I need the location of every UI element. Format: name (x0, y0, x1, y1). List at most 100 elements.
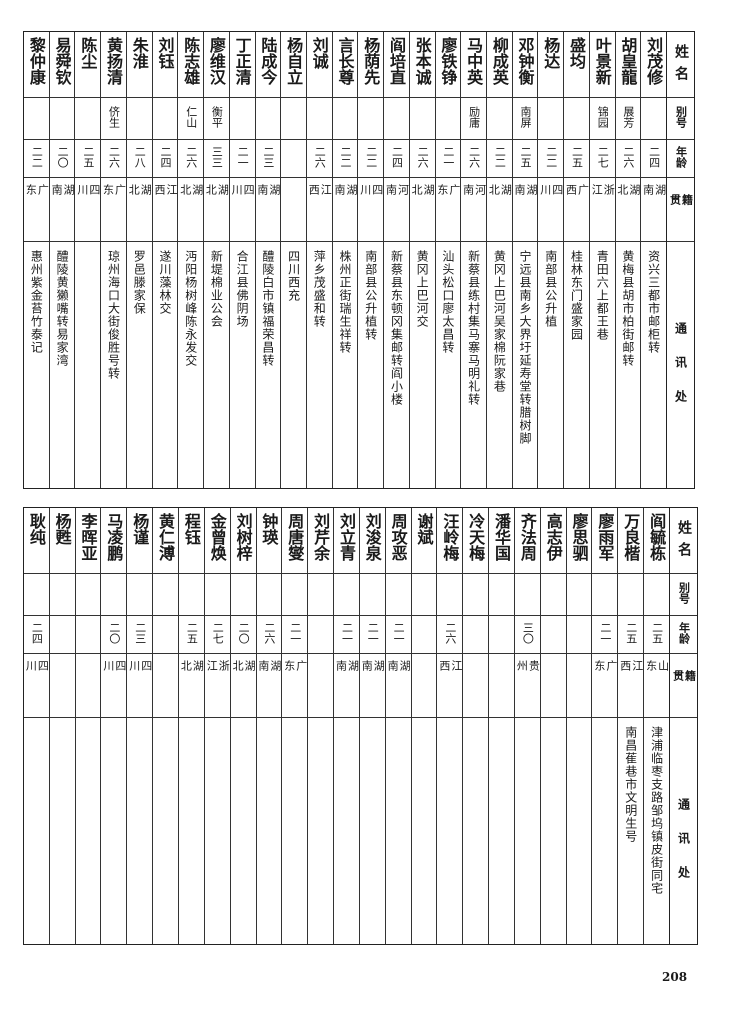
address-cell: 新蔡县练村集马寨马明礼转 (461, 242, 486, 488)
alias-cell (75, 574, 101, 616)
name-text: 刘茂修 (644, 37, 664, 85)
name-text: 刘浚泉 (362, 513, 382, 561)
native-cell: 山东 (644, 654, 669, 718)
native-cell: 浙江 (204, 654, 230, 718)
name-cell: 马中英 (461, 32, 486, 98)
native-text: 广东 (592, 660, 618, 693)
name-cell: 刘立青 (334, 508, 359, 574)
age-cell (281, 140, 306, 178)
native-text: 江西 (437, 660, 463, 693)
name-text: 阎培直 (386, 37, 406, 85)
age-text: 二二 (544, 146, 558, 168)
native-cell: 湖南 (332, 178, 358, 242)
address-text: 新堤棉业公会 (209, 250, 224, 328)
native-text: 湖南 (256, 660, 282, 693)
alias-text: 励庸 (467, 106, 481, 128)
age-cell: 二六 (256, 616, 282, 654)
name-text: 冷天梅 (466, 513, 486, 561)
address-text: 合江县佛阴场 (235, 250, 250, 328)
name-cell: 陈尘 (75, 32, 101, 98)
age-cell: 二三 (255, 140, 281, 178)
native-cell (49, 654, 75, 718)
person-column: 陈尘 二五 四川 (74, 32, 101, 488)
native-text: 湖北 (127, 184, 152, 217)
native-cell (75, 654, 101, 718)
native-text: 广西 (564, 184, 589, 217)
person-column: 刘立青 二一 湖南 (333, 508, 359, 944)
name-text: 陆成今 (258, 37, 278, 85)
alias-text: 侪生 (107, 106, 121, 128)
alias-cell (256, 574, 282, 616)
alias-cell (126, 98, 152, 140)
address-cell: 南昌萑巷市文明生号 (618, 718, 643, 944)
age-cell: 二一 (435, 140, 461, 178)
age-cell: 二五 (512, 140, 538, 178)
name-cell: 齐法周 (514, 508, 540, 574)
address-cell: 四川西充 (281, 242, 306, 488)
age-text: 二六 (443, 622, 457, 644)
person-column: 齐法周 三〇 贵州 (513, 508, 540, 944)
age-cell: 二四 (152, 140, 178, 178)
age-cell: 三〇 (514, 616, 540, 654)
person-column: 言长尊 二二 湖南 株州正街瑞生祥转 (331, 32, 358, 488)
native-cell: 四川 (127, 654, 153, 718)
name-text: 杨达 (541, 37, 561, 69)
age-text: 二八 (133, 146, 147, 168)
name-cell: 马凌鹏 (101, 508, 127, 574)
person-column: 盛均 二五 广西 桂林东门盛家园 (563, 32, 589, 488)
name-text: 阎毓栋 (647, 513, 667, 561)
age-text: 二一 (441, 146, 455, 168)
name-text: 黄扬清 (104, 37, 124, 85)
native-cell (540, 654, 566, 718)
alias-cell (334, 574, 359, 616)
alias-cell (229, 98, 255, 140)
name-cell: 陈志雄 (178, 32, 204, 98)
name-text: 潘华国 (492, 513, 512, 561)
native-text: 湖南 (255, 184, 281, 217)
person-column: 朱淮 二八 湖北 罗邑滕家保 (125, 32, 152, 488)
native-cell: 湖北 (230, 654, 256, 718)
age-text: 三〇 (521, 622, 535, 644)
alias-cell (281, 98, 306, 140)
age-cell (489, 616, 514, 654)
alias-cell (463, 574, 489, 616)
native-cell: 湖南 (49, 178, 75, 242)
age-cell: 二二 (332, 140, 358, 178)
name-cell: 盛均 (564, 32, 589, 98)
age-text: 二〇 (237, 622, 251, 644)
person-column: 程钰 二五 湖北 (177, 508, 204, 944)
person-column: 黎仲康 二二 广东 惠州紫金苔竹泰记 (24, 32, 49, 488)
age-text: 二二 (339, 146, 353, 168)
name-cell: 周唐燮 (282, 508, 308, 574)
person-column: 陈志雄 仁山 二六 湖北 沔阳杨树峰陈永发交 (177, 32, 204, 488)
native-cell: 湖北 (178, 654, 204, 718)
age-text: 二五 (81, 146, 95, 168)
address-text: 罗邑滕家保 (132, 250, 147, 315)
person-column: 杨谨 二三 四川 (126, 508, 153, 944)
age-text: 二一 (236, 146, 250, 168)
age-text: 二一 (392, 622, 406, 644)
person-column: 杨荫先 二二 四川 南部县公升植转 (357, 32, 384, 488)
header-age: 年龄 (667, 140, 694, 178)
age-text: 二五 (519, 146, 533, 168)
native-cell: 湖北 (615, 178, 641, 242)
age-cell: 二八 (126, 140, 152, 178)
address-cell: 南部县公升植转 (358, 242, 383, 488)
name-text: 杨荫先 (361, 37, 381, 85)
age-cell: 二一 (592, 616, 618, 654)
person-column: 高志伊 (539, 508, 566, 944)
address-cell (592, 718, 617, 944)
alias-cell (204, 574, 230, 616)
name-text: 金曾焕 (207, 513, 227, 561)
name-text: 刘钰 (155, 37, 175, 69)
roster-table-bottom: 姓名 别号 年龄 籍贯 通讯处 阎毓栋 二五 山东 津浦临枣支路邹坞镇皮街同宅 万良楷 二五 江西 南昌… (23, 507, 698, 945)
native-cell: 江西 (152, 178, 178, 242)
name-cell: 杨甦 (49, 508, 75, 574)
alias-cell (308, 574, 334, 616)
alias-cell (538, 98, 564, 140)
age-cell: 二一 (359, 616, 385, 654)
alias-text: 仁山 (184, 106, 198, 128)
age-text: 二七 (211, 622, 225, 644)
native-cell: 广东 (24, 178, 49, 242)
age-cell: 三三 (204, 140, 229, 178)
